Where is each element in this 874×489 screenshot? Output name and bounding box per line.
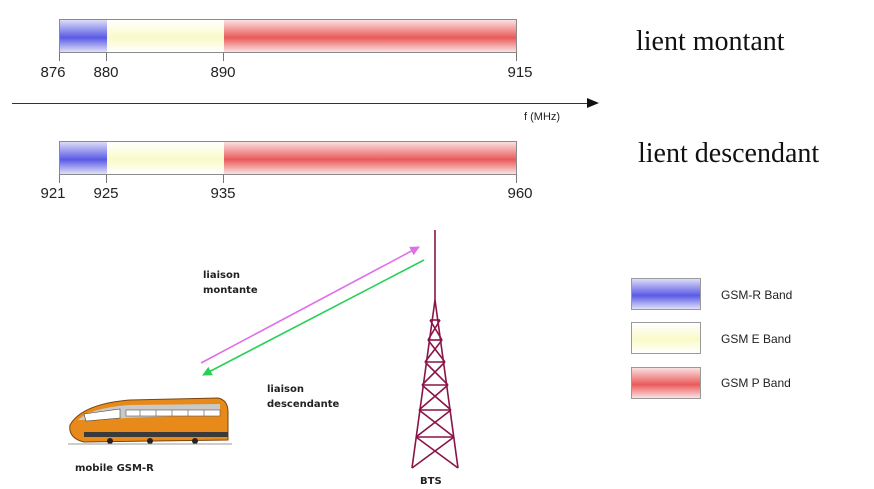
downlink-tick	[223, 175, 224, 183]
uplink-gsm-e-segment	[107, 20, 224, 52]
axis-arrow-icon	[587, 98, 599, 108]
downlink-tick-label: 921	[40, 185, 66, 202]
tower-label: BTS	[420, 476, 442, 487]
uplink-tick-label: 915	[507, 64, 533, 81]
legend-gsm-e-swatch	[631, 322, 701, 354]
downlink-band-bar	[59, 141, 517, 175]
uplink-arrow	[200, 246, 420, 364]
uplink-tick	[59, 53, 60, 61]
uplink-band-bar	[59, 19, 517, 53]
uplink-tick	[516, 53, 517, 61]
legend-gsm-p-label: GSM P Band	[721, 376, 791, 390]
frequency-axis-label: f (MHz)	[524, 111, 561, 123]
downlink-tick-label: 960	[507, 185, 533, 202]
uplink-gsm-p-segment	[224, 20, 516, 52]
downlink-tick-label: 925	[93, 185, 119, 202]
frequency-axis-line	[12, 103, 588, 104]
train-label: mobile GSM-R	[75, 463, 154, 474]
downlink-title: lient descendant	[638, 138, 820, 169]
uplink-tick-label: 880	[93, 64, 119, 81]
downlink-arrow	[202, 259, 425, 376]
legend-gsm-r-label: GSM-R Band	[721, 288, 793, 302]
uplink-gsm-r-segment	[60, 20, 107, 52]
uplink-tick	[106, 53, 107, 61]
legend-gsm-e-label: GSM E Band	[721, 332, 792, 346]
downlink-tick-label: 935	[210, 185, 236, 202]
downlink-gsm-e-segment	[107, 142, 224, 174]
train-icon	[68, 397, 232, 445]
uplink-tick-label: 876	[40, 64, 66, 81]
downlink-label: liaison descendante	[267, 384, 340, 410]
uplink-tick-label: 890	[210, 64, 236, 81]
downlink-tick	[59, 175, 60, 183]
downlink-gsm-p-segment	[224, 142, 516, 174]
uplink-tick	[223, 53, 224, 61]
downlink-tick	[106, 175, 107, 183]
bts-tower-icon	[411, 230, 459, 469]
downlink-gsm-r-segment	[60, 142, 107, 174]
downlink-tick	[516, 175, 517, 183]
uplink-label: liaison montante	[203, 270, 258, 296]
legend-gsm-r-swatch	[631, 278, 701, 310]
legend-gsm-p-swatch	[631, 367, 701, 399]
uplink-title: lient montant	[636, 26, 785, 57]
